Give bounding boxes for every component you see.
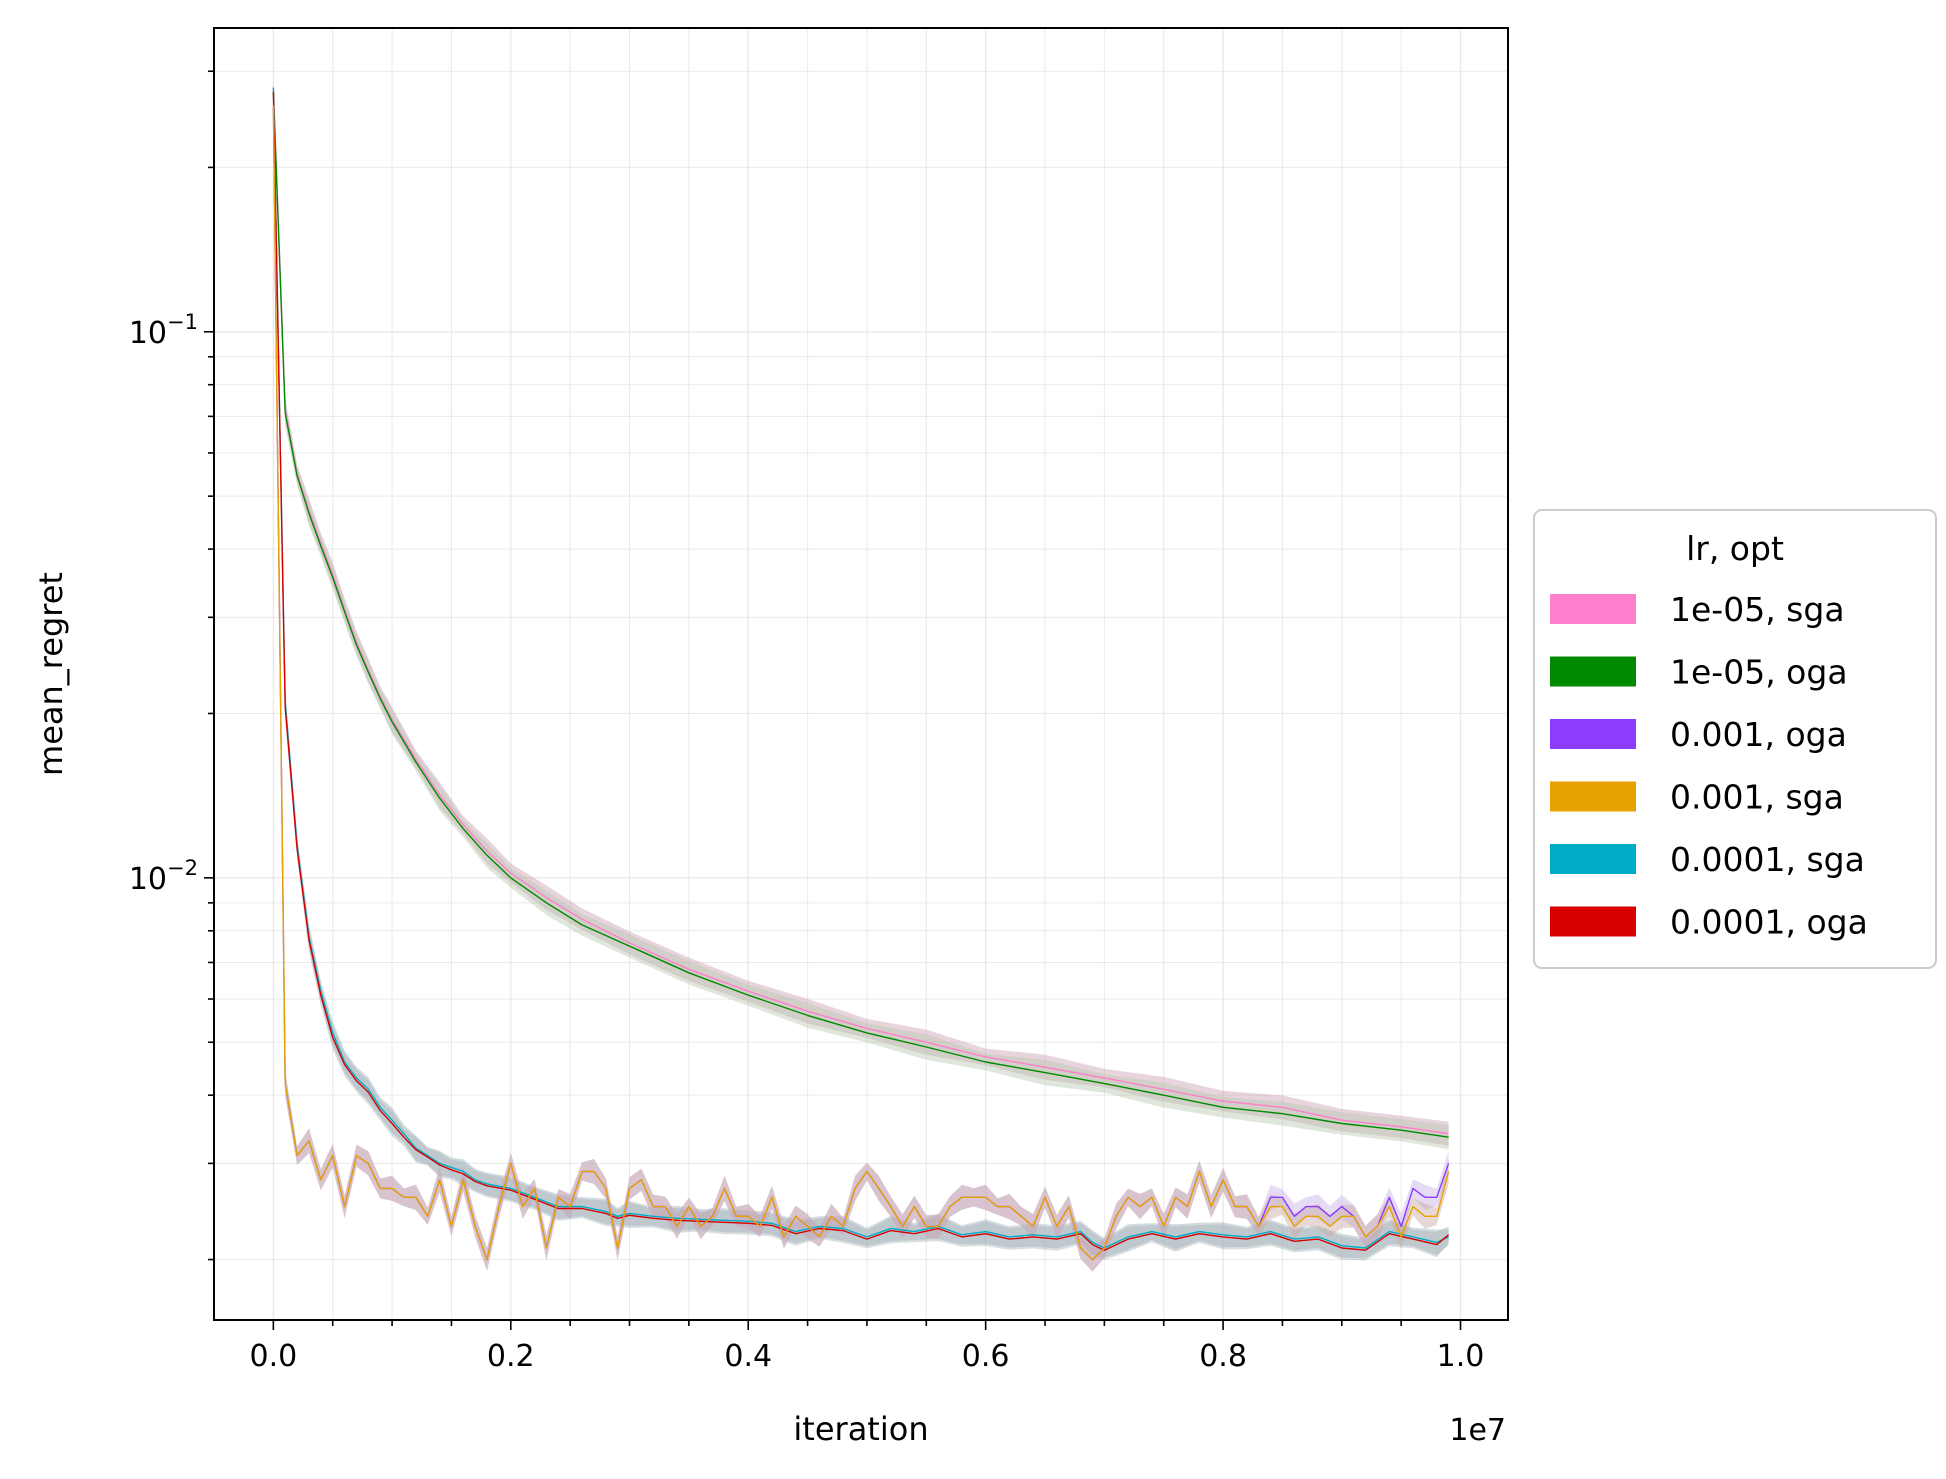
x-tick-label: 0.6 [962, 1339, 1010, 1374]
axis-ticks [204, 70, 1462, 1330]
series-line [272, 87, 1449, 1249]
plot-frame [213, 27, 1509, 1321]
series-line [272, 105, 1450, 1261]
x-tick-label: 0.0 [249, 1339, 297, 1374]
legend-entry-label: 0.0001, oga [1670, 903, 1868, 942]
series-line [272, 91, 1450, 1251]
x-tick-label: 0.4 [724, 1339, 772, 1374]
legend-swatch [1550, 844, 1636, 874]
series-line [272, 87, 1449, 1135]
legend: lr, opt 1e-05, sga 1e-05, oga 0.001, oga 0.… [1533, 509, 1937, 969]
x-tick-label: 0.8 [1199, 1339, 1247, 1374]
legend-swatch [1550, 656, 1636, 687]
legend-swatch [1550, 906, 1636, 937]
y-axis-title: mean_regret [32, 572, 70, 776]
x-axis-title: iteration [793, 1410, 928, 1448]
legend-swatch [1550, 781, 1636, 812]
legend-swatch [1550, 594, 1636, 624]
legend-title: lr, opt [1686, 529, 1784, 568]
y-tick-label: 10−1 [129, 310, 198, 351]
x-axis-offset-label: 1e7 [1449, 1413, 1506, 1448]
grid-lines [214, 28, 1508, 1320]
series-lines [272, 87, 1450, 1261]
x-tick-label: 0.2 [487, 1339, 535, 1374]
legend-entry-label: 1e-05, sga [1670, 590, 1845, 629]
legend-entry-label: 0.001, sga [1670, 778, 1844, 817]
legend-entry-label: 0.0001, sga [1670, 840, 1865, 879]
y-tick-labels: 10−1 10−2 [129, 310, 198, 897]
legend-entry-label: 1e-05, oga [1670, 653, 1848, 692]
legend-swatch [1550, 719, 1636, 749]
x-tick-label: 1.0 [1437, 1339, 1485, 1374]
x-tick-labels: 0.0 0.2 0.4 0.6 0.8 1.0 [249, 1339, 1484, 1374]
series-line [272, 91, 1449, 1138]
legend-entries: 1e-05, sga 1e-05, oga 0.001, oga 0.001, sga… [1550, 590, 1868, 942]
legend-entry-label: 0.001, oga [1670, 715, 1847, 754]
y-tick-label: 10−2 [129, 856, 198, 897]
